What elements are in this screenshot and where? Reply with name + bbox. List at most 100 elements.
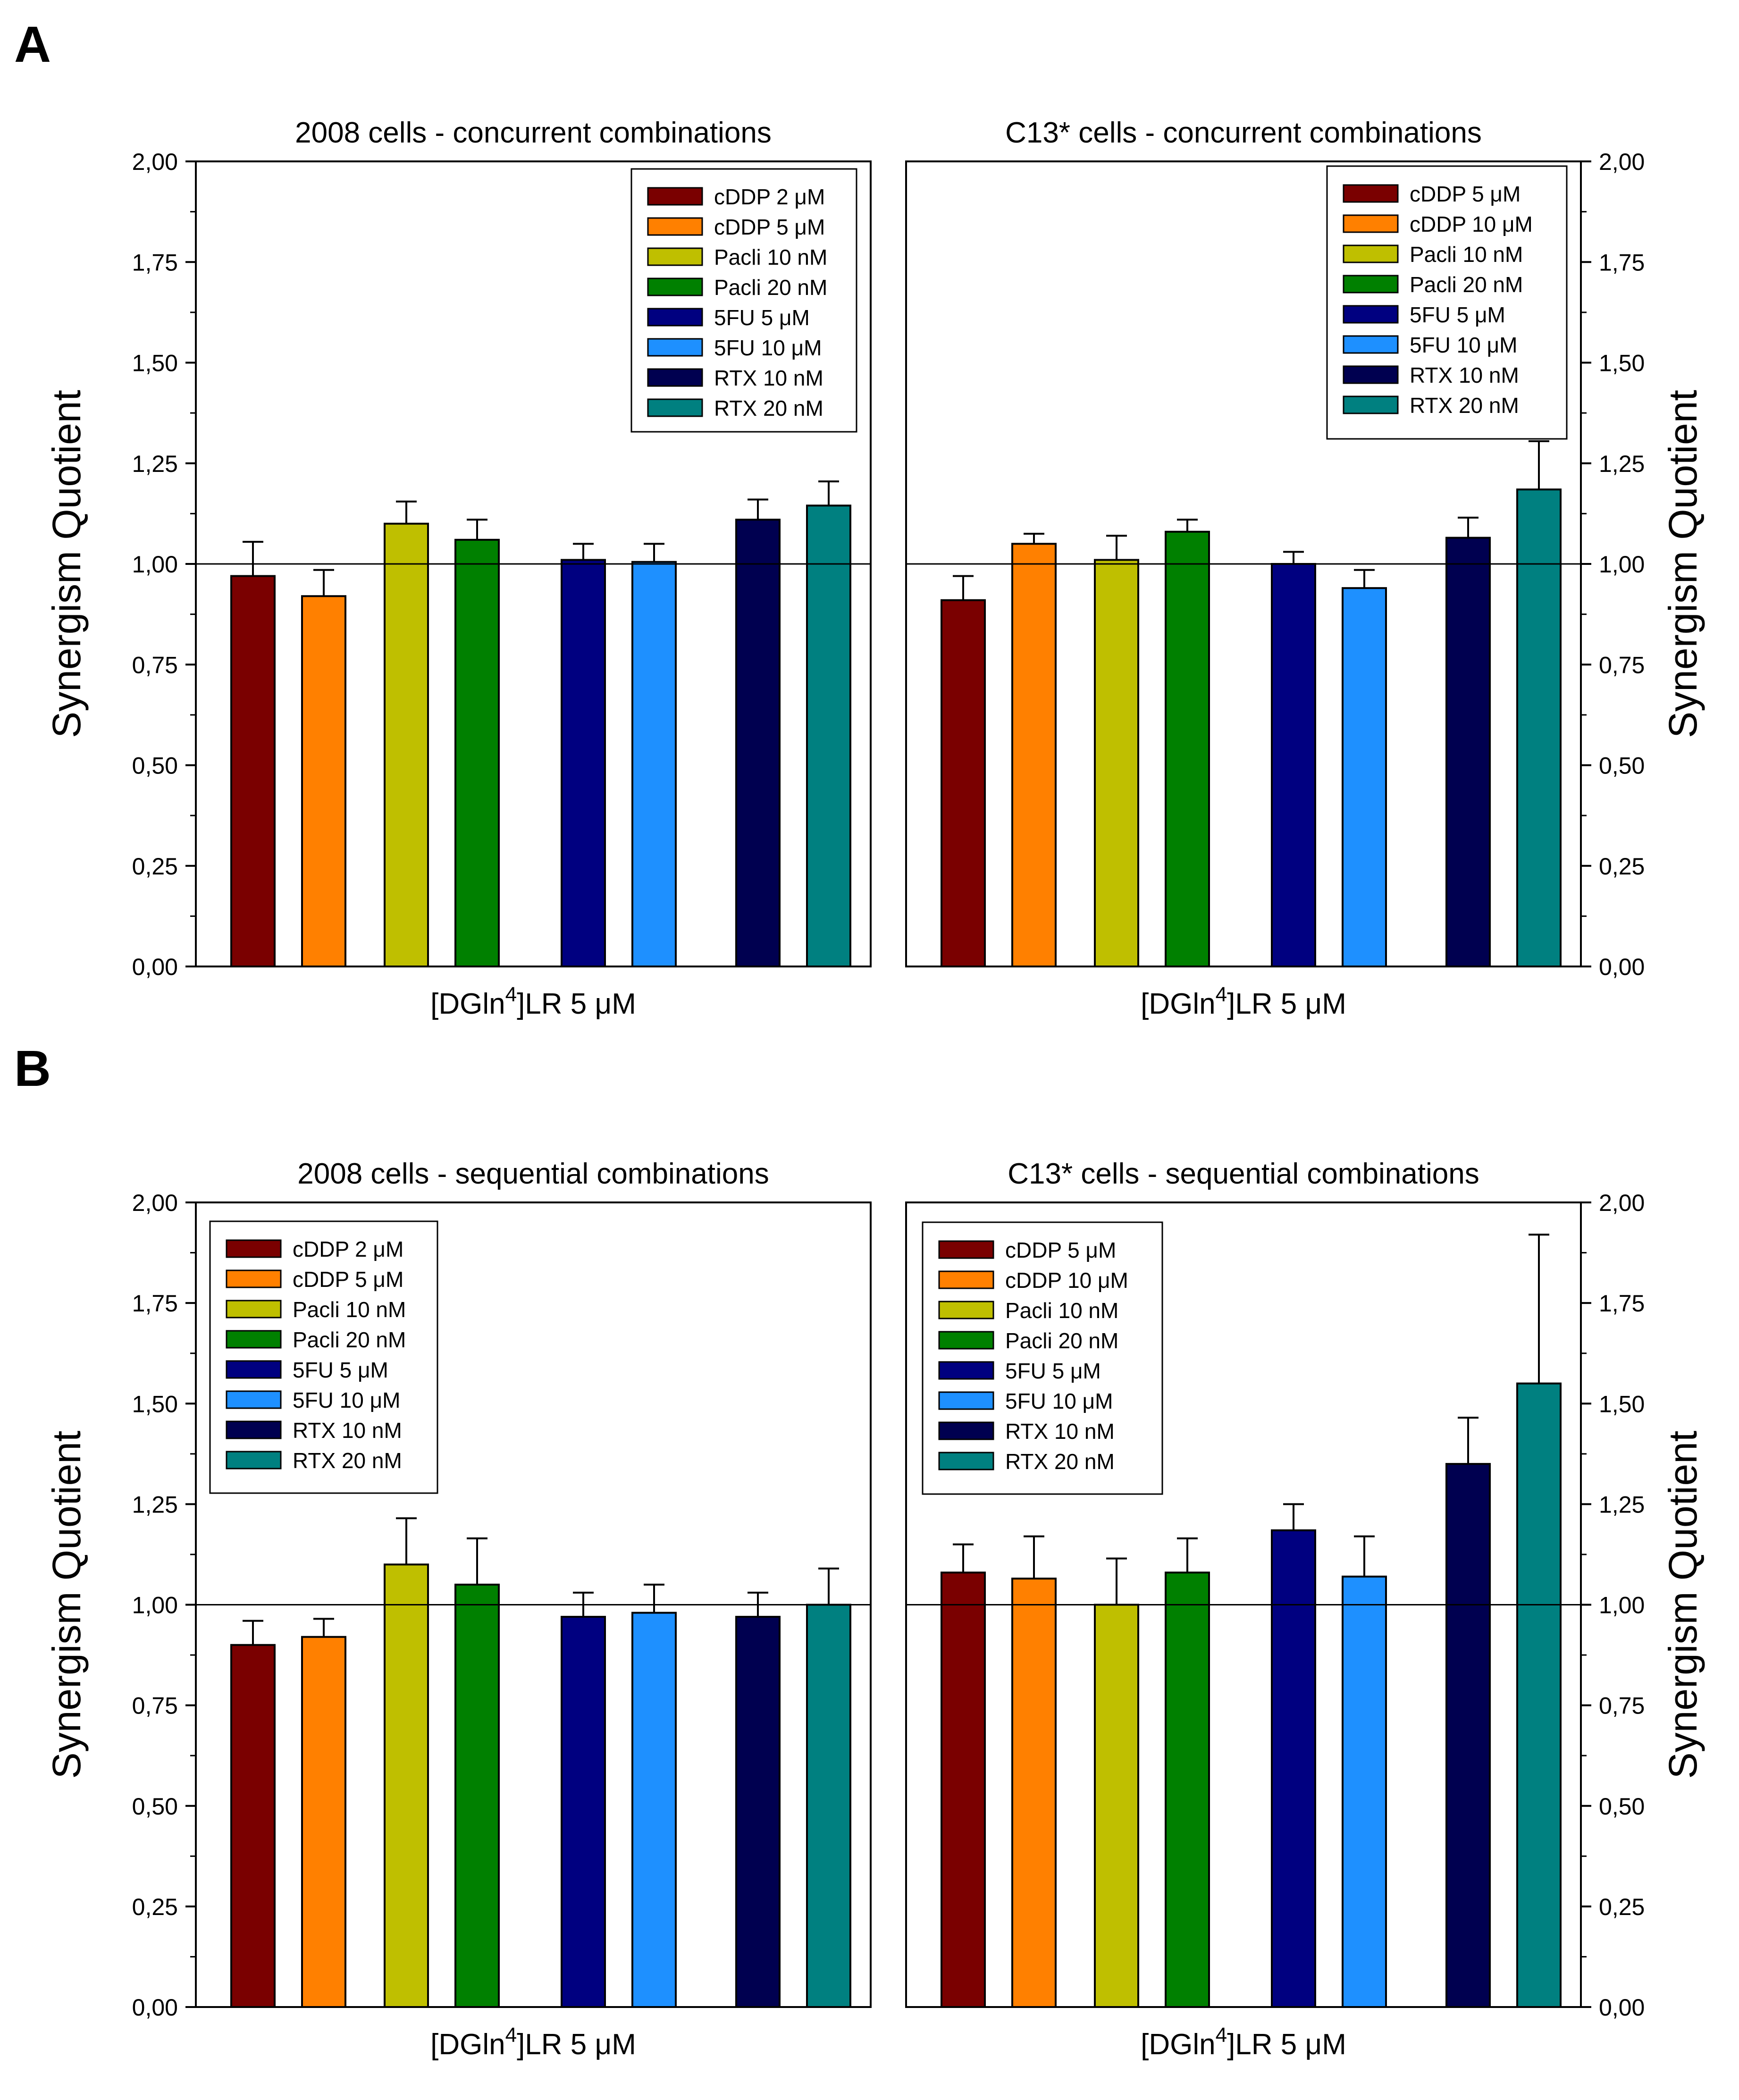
legend-label: cDDP 5 μM	[293, 1267, 403, 1292]
bar-6	[1342, 587, 1387, 968]
bar-8	[1516, 1382, 1562, 2008]
legend-swatch	[647, 187, 703, 206]
x-group-label: [DGln4]LR 5 μM	[430, 2024, 636, 2061]
legend-swatch	[938, 1240, 994, 1259]
bar-8	[806, 1604, 851, 2008]
y-axis-title: Synergism Quotient	[44, 390, 89, 738]
legend-box	[209, 1220, 438, 1494]
legend-label: Pacli 10 nM	[293, 1297, 406, 1322]
bar-3	[1094, 1604, 1139, 2008]
legend-swatch	[647, 368, 703, 387]
y-tick-label: 0,75	[1599, 1693, 1645, 1719]
legend-label: RTX 20 nM	[1005, 1449, 1115, 1474]
y-tick-label: 0,50	[1599, 753, 1645, 779]
legend-label: RTX 20 nM	[714, 396, 823, 420]
legend-swatch	[647, 398, 703, 417]
bar-5	[1271, 563, 1316, 967]
legend-swatch	[226, 1451, 282, 1470]
chart-4: C13* cells - sequential combinations 0,00…	[905, 1158, 1705, 2061]
legend-label: RTX 10 nM	[293, 1418, 402, 1443]
legend-swatch	[938, 1391, 994, 1410]
y-axis-title: Synergism Quotient	[44, 1431, 89, 1779]
y-tick-label: 0,75	[1599, 652, 1645, 678]
bar-7	[1445, 537, 1491, 968]
y-tick-label: 1,00	[1599, 551, 1645, 578]
bar-2	[1011, 1578, 1057, 2008]
y-tick-label: 1,50	[132, 1391, 178, 1417]
y-tick-label: 1,00	[132, 551, 178, 578]
legend-swatch	[226, 1360, 282, 1379]
legend-swatch	[938, 1361, 994, 1380]
bar-2	[301, 595, 346, 967]
y-tick-label: 1,25	[132, 451, 178, 477]
legend-label: Pacli 20 nM	[714, 275, 827, 300]
y-tick-label: 0,25	[1599, 853, 1645, 880]
legend-label: RTX 10 nM	[1005, 1419, 1115, 1444]
legend-label: Pacli 20 nM	[293, 1327, 406, 1352]
y-tick-label: 0,50	[1599, 1793, 1645, 1820]
legend-label: RTX 10 nM	[714, 366, 823, 390]
chart-title: C13* cells - concurrent combinations	[1005, 117, 1482, 149]
legend-swatch	[647, 277, 703, 296]
legend-swatch	[226, 1330, 282, 1349]
legend-swatch	[938, 1452, 994, 1470]
y-axis-title: Synergism Quotient	[1661, 390, 1705, 738]
bar-7	[735, 519, 781, 968]
bar-7	[1445, 1463, 1491, 2008]
bar-4	[1165, 1571, 1210, 2008]
legend: cDDP 2 μM cDDP 5 μM Pacli 10 nM Pacli 20 nM…	[209, 1220, 438, 1494]
y-tick-label: 2,00	[1599, 149, 1645, 175]
legend-swatch	[1343, 365, 1399, 384]
bar-7	[735, 1616, 781, 2008]
y-tick-label: 0,75	[132, 1693, 178, 1719]
y-tick-label: 0,00	[1599, 954, 1645, 980]
chart-title: 2008 cells - concurrent combinations	[295, 117, 772, 149]
legend-box	[1326, 165, 1568, 440]
y-tick-label: 0,50	[132, 753, 178, 779]
y-tick-label: 1,25	[132, 1491, 178, 1518]
bar-5	[1271, 1529, 1316, 2008]
bar-8	[806, 504, 851, 967]
y-tick-label: 1,50	[1599, 350, 1645, 377]
legend-label: 5FU 5 μM	[1005, 1359, 1101, 1383]
legend-label: Pacli 10 nM	[1005, 1298, 1118, 1323]
y-tick-label: 0,25	[132, 1894, 178, 1920]
bar-1	[941, 599, 986, 967]
legend-label: cDDP 5 μM	[714, 215, 825, 239]
bar-2	[1011, 543, 1057, 967]
legend-label: Pacli 10 nM	[1410, 242, 1523, 267]
y-tick-label: 0,00	[132, 954, 178, 980]
y-tick-label: 1,50	[132, 350, 178, 377]
legend-label: Pacli 20 nM	[1005, 1328, 1118, 1353]
y-tick-label: 2,00	[1599, 1190, 1645, 1216]
y-tick-label: 0,50	[132, 1793, 178, 1820]
y-tick-label: 1,00	[132, 1592, 178, 1619]
legend-label: cDDP 2 μM	[714, 185, 825, 209]
bar-1	[230, 1644, 276, 2008]
bar-5	[561, 1616, 606, 2008]
chart-1: 2008 cells - concurrent combinations 0,00…	[44, 117, 872, 1020]
legend-label: 5FU 5 μM	[1410, 302, 1505, 327]
y-tick-label: 1,50	[1599, 1391, 1645, 1417]
x-group-label: [DGln4]LR 5 μM	[430, 983, 636, 1020]
x-group-label: [DGln4]LR 5 μM	[1141, 983, 1346, 1020]
legend-label: 5FU 10 μM	[714, 336, 822, 360]
y-tick-label: 1,75	[132, 249, 178, 276]
y-tick-label: 1,75	[132, 1290, 178, 1317]
legend-swatch	[938, 1331, 994, 1350]
y-tick-label: 0,25	[132, 853, 178, 880]
legend-swatch	[938, 1301, 994, 1319]
legend-label: cDDP 2 μM	[293, 1237, 403, 1261]
y-tick-label: 2,00	[132, 149, 178, 175]
bar-3	[384, 1563, 429, 2008]
legend-label: cDDP 10 μM	[1410, 212, 1533, 236]
legend-label: 5FU 10 μM	[293, 1388, 400, 1412]
bar-6	[631, 561, 677, 967]
y-tick-label: 2,00	[132, 1190, 178, 1216]
legend-swatch	[226, 1420, 282, 1439]
bar-1	[230, 575, 276, 967]
legend-swatch	[647, 308, 703, 327]
chart-2: C13* cells - concurrent combinations 0,00…	[905, 117, 1705, 1020]
y-tick-label: 1,75	[1599, 249, 1645, 276]
legend: cDDP 5 μM cDDP 10 μM Pacli 10 nM Pacli 20 n…	[1326, 165, 1568, 440]
